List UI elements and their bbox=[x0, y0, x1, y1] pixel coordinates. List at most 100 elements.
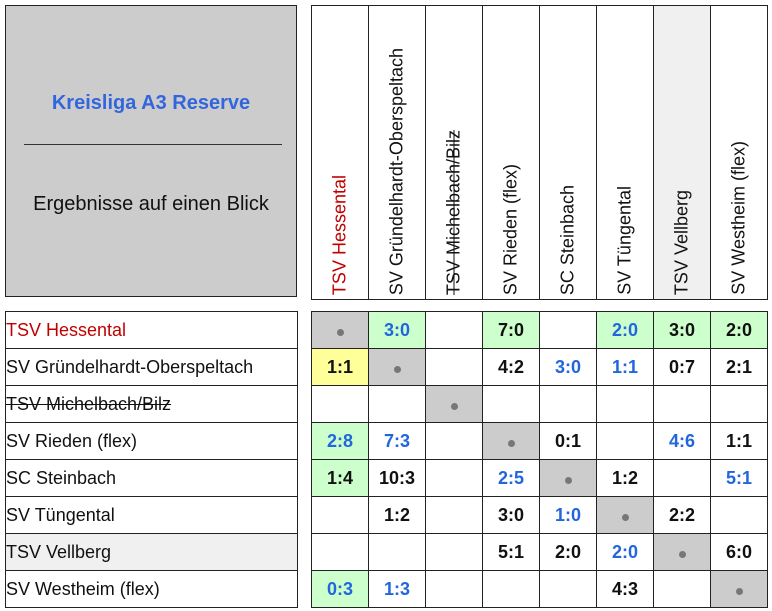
result-cell bbox=[482, 570, 540, 608]
gap-spacer bbox=[298, 6, 312, 300]
row-header-team: TSV Vellberg bbox=[5, 533, 298, 571]
gap-cell bbox=[298, 312, 312, 349]
diagonal-cell bbox=[368, 348, 426, 386]
result-cell: 4:3 bbox=[596, 570, 654, 608]
col-header-sv-westheim: SV Westheim (flex) bbox=[710, 5, 768, 300]
result-cell: 1:3 bbox=[368, 570, 426, 608]
team-row: TSV Vellberg 5:1 2:0 2:0 6:0 bbox=[5, 533, 768, 571]
col-header-label: SV Tüngental bbox=[614, 186, 635, 295]
result-cell: 3:0 bbox=[653, 311, 711, 349]
dot-icon bbox=[564, 476, 572, 484]
results-matrix: TSV Hessental SV Gründelhardt-Oberspelta… bbox=[5, 5, 768, 608]
col-header-sc-steinbach: SC Steinbach bbox=[539, 5, 597, 300]
diagonal-cell bbox=[710, 570, 768, 608]
diagonal-cell bbox=[596, 496, 654, 534]
row-header-team: SV Westheim (flex) bbox=[5, 570, 298, 608]
gap-cell bbox=[298, 349, 312, 386]
result-cell bbox=[425, 459, 483, 497]
gap-cell bbox=[298, 460, 312, 497]
dot-icon bbox=[336, 328, 344, 336]
result-cell: 2:0 bbox=[539, 533, 597, 571]
title-box: Kreisliga A3 Reserve Ergebnisse auf eine… bbox=[5, 5, 297, 297]
result-cell: 2:0 bbox=[710, 311, 768, 349]
team-row: SC Steinbach 1:4 10:3 2:5 1:2 5:1 bbox=[5, 459, 768, 497]
col-header-label: TSV Michelbach/Bilz bbox=[443, 129, 464, 295]
diagonal-cell bbox=[311, 311, 369, 349]
result-cell bbox=[368, 533, 426, 571]
diagonal-cell bbox=[425, 385, 483, 423]
title-divider bbox=[24, 144, 282, 145]
dot-icon bbox=[621, 513, 629, 521]
spacer-cell bbox=[312, 300, 369, 312]
result-cell bbox=[596, 422, 654, 460]
dot-icon bbox=[507, 439, 515, 447]
result-cell: 2:8 bbox=[311, 422, 369, 460]
result-cell bbox=[653, 570, 711, 608]
result-cell bbox=[425, 311, 483, 349]
result-cell: 7:0 bbox=[482, 311, 540, 349]
gap-cell bbox=[298, 571, 312, 608]
spacer-cell bbox=[426, 300, 483, 312]
result-cell: 1:1 bbox=[311, 348, 369, 386]
result-cell: 4:6 bbox=[653, 422, 711, 460]
result-cell bbox=[311, 496, 369, 534]
spacer-cell bbox=[298, 300, 312, 312]
team-row: SV Gründelhardt-Oberspeltach 1:1 4:2 3:0 1:1… bbox=[5, 348, 768, 386]
result-cell: 1:2 bbox=[368, 496, 426, 534]
row-header-team: TSV Michelbach/Bilz bbox=[5, 385, 298, 423]
col-header-tsv-michelbach: TSV Michelbach/Bilz bbox=[425, 5, 483, 300]
result-cell: 0:7 bbox=[653, 348, 711, 386]
result-cell bbox=[710, 496, 768, 534]
col-header-label: SC Steinbach bbox=[557, 184, 578, 295]
result-cell: 1:4 bbox=[311, 459, 369, 497]
result-cell bbox=[425, 496, 483, 534]
spacer-cell bbox=[540, 300, 597, 312]
col-header-label: SV Gründelhardt-Oberspeltach bbox=[386, 47, 407, 295]
spacer-row bbox=[6, 300, 768, 312]
gap-cell bbox=[298, 423, 312, 460]
result-cell bbox=[539, 570, 597, 608]
diagonal-cell bbox=[539, 459, 597, 497]
result-cell bbox=[710, 385, 768, 423]
row-header-team: TSV Hessental bbox=[5, 311, 298, 349]
row-header-team: SV Rieden (flex) bbox=[5, 422, 298, 460]
gap-cell bbox=[298, 386, 312, 423]
result-cell: 2:0 bbox=[596, 533, 654, 571]
result-cell bbox=[425, 348, 483, 386]
result-cell bbox=[482, 385, 540, 423]
result-cell: 2:1 bbox=[710, 348, 768, 386]
result-cell: 1:0 bbox=[539, 496, 597, 534]
result-cell: 0:1 bbox=[539, 422, 597, 460]
col-header-tsv-hessental: TSV Hessental bbox=[311, 5, 369, 300]
spacer-cell bbox=[369, 300, 426, 312]
result-cell: 10:3 bbox=[368, 459, 426, 497]
corner-spacer bbox=[6, 6, 298, 300]
result-cell bbox=[596, 385, 654, 423]
result-cell bbox=[311, 533, 369, 571]
result-cell: 4:2 bbox=[482, 348, 540, 386]
gap-cell bbox=[298, 534, 312, 571]
spacer-cell bbox=[711, 300, 768, 312]
dot-icon bbox=[393, 365, 401, 373]
result-cell bbox=[653, 385, 711, 423]
result-cell: 3:0 bbox=[539, 348, 597, 386]
diagonal-cell bbox=[482, 422, 540, 460]
result-cell: 2:2 bbox=[653, 496, 711, 534]
row-header-team: SV Gründelhardt-Oberspeltach bbox=[5, 348, 298, 386]
col-header-tsv-vellberg: TSV Vellberg bbox=[653, 5, 711, 300]
result-cell: 1:1 bbox=[596, 348, 654, 386]
league-title: Kreisliga A3 Reserve bbox=[51, 92, 251, 114]
result-cell bbox=[539, 311, 597, 349]
spacer-cell bbox=[654, 300, 711, 312]
col-header-label: SV Rieden (flex) bbox=[500, 163, 521, 295]
result-cell bbox=[311, 385, 369, 423]
spacer-cell bbox=[483, 300, 540, 312]
gap-cell bbox=[298, 497, 312, 534]
col-header-label: SV Westheim (flex) bbox=[728, 141, 749, 295]
result-cell bbox=[425, 570, 483, 608]
result-cell: 5:1 bbox=[710, 459, 768, 497]
dot-icon bbox=[450, 402, 458, 410]
row-header-team: SC Steinbach bbox=[5, 459, 298, 497]
diagonal-cell bbox=[653, 533, 711, 571]
results-body: TSV Hessental 3:0 7:0 2:0 3:0 2:0 SV Gründelha… bbox=[5, 311, 768, 608]
